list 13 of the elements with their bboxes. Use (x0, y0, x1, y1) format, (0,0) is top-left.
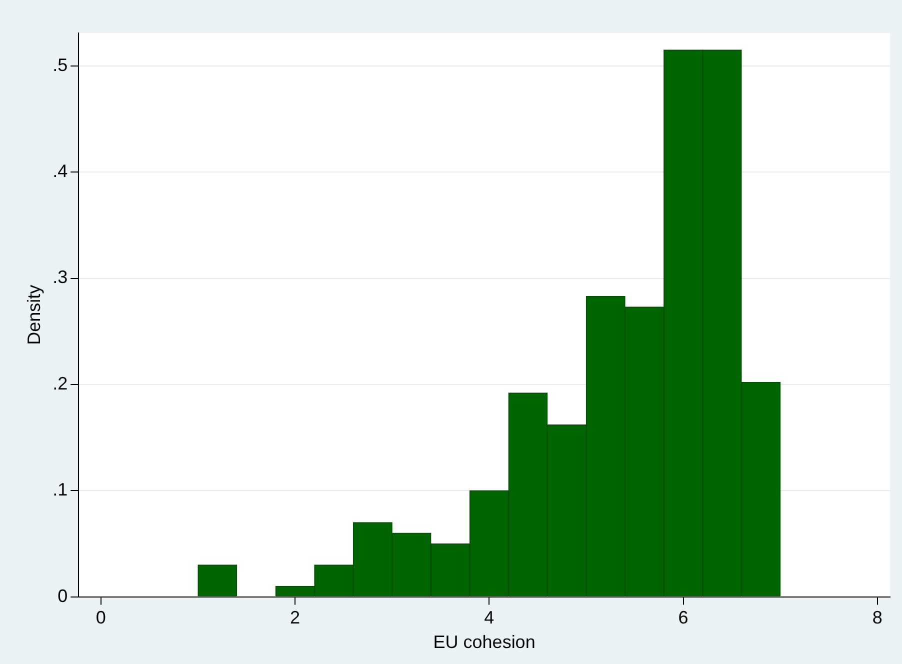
x-tick-label: 4 (484, 608, 494, 628)
x-tick-label: 0 (96, 608, 106, 628)
y-tick-label: 0 (58, 586, 68, 606)
y-tick-label: .1 (52, 480, 68, 500)
y-tick-label: .3 (52, 267, 68, 288)
x-tick-label: 8 (872, 608, 882, 628)
y-tick-label: .5 (52, 54, 68, 75)
x-tick-label: 6 (678, 608, 688, 628)
y-tick-label: .2 (52, 373, 68, 394)
x-axis-title: EU cohesion (433, 632, 536, 652)
y-tick-label: .4 (52, 161, 68, 182)
y-axis-title: Density (24, 284, 44, 345)
x-tick-label: 2 (290, 608, 300, 628)
